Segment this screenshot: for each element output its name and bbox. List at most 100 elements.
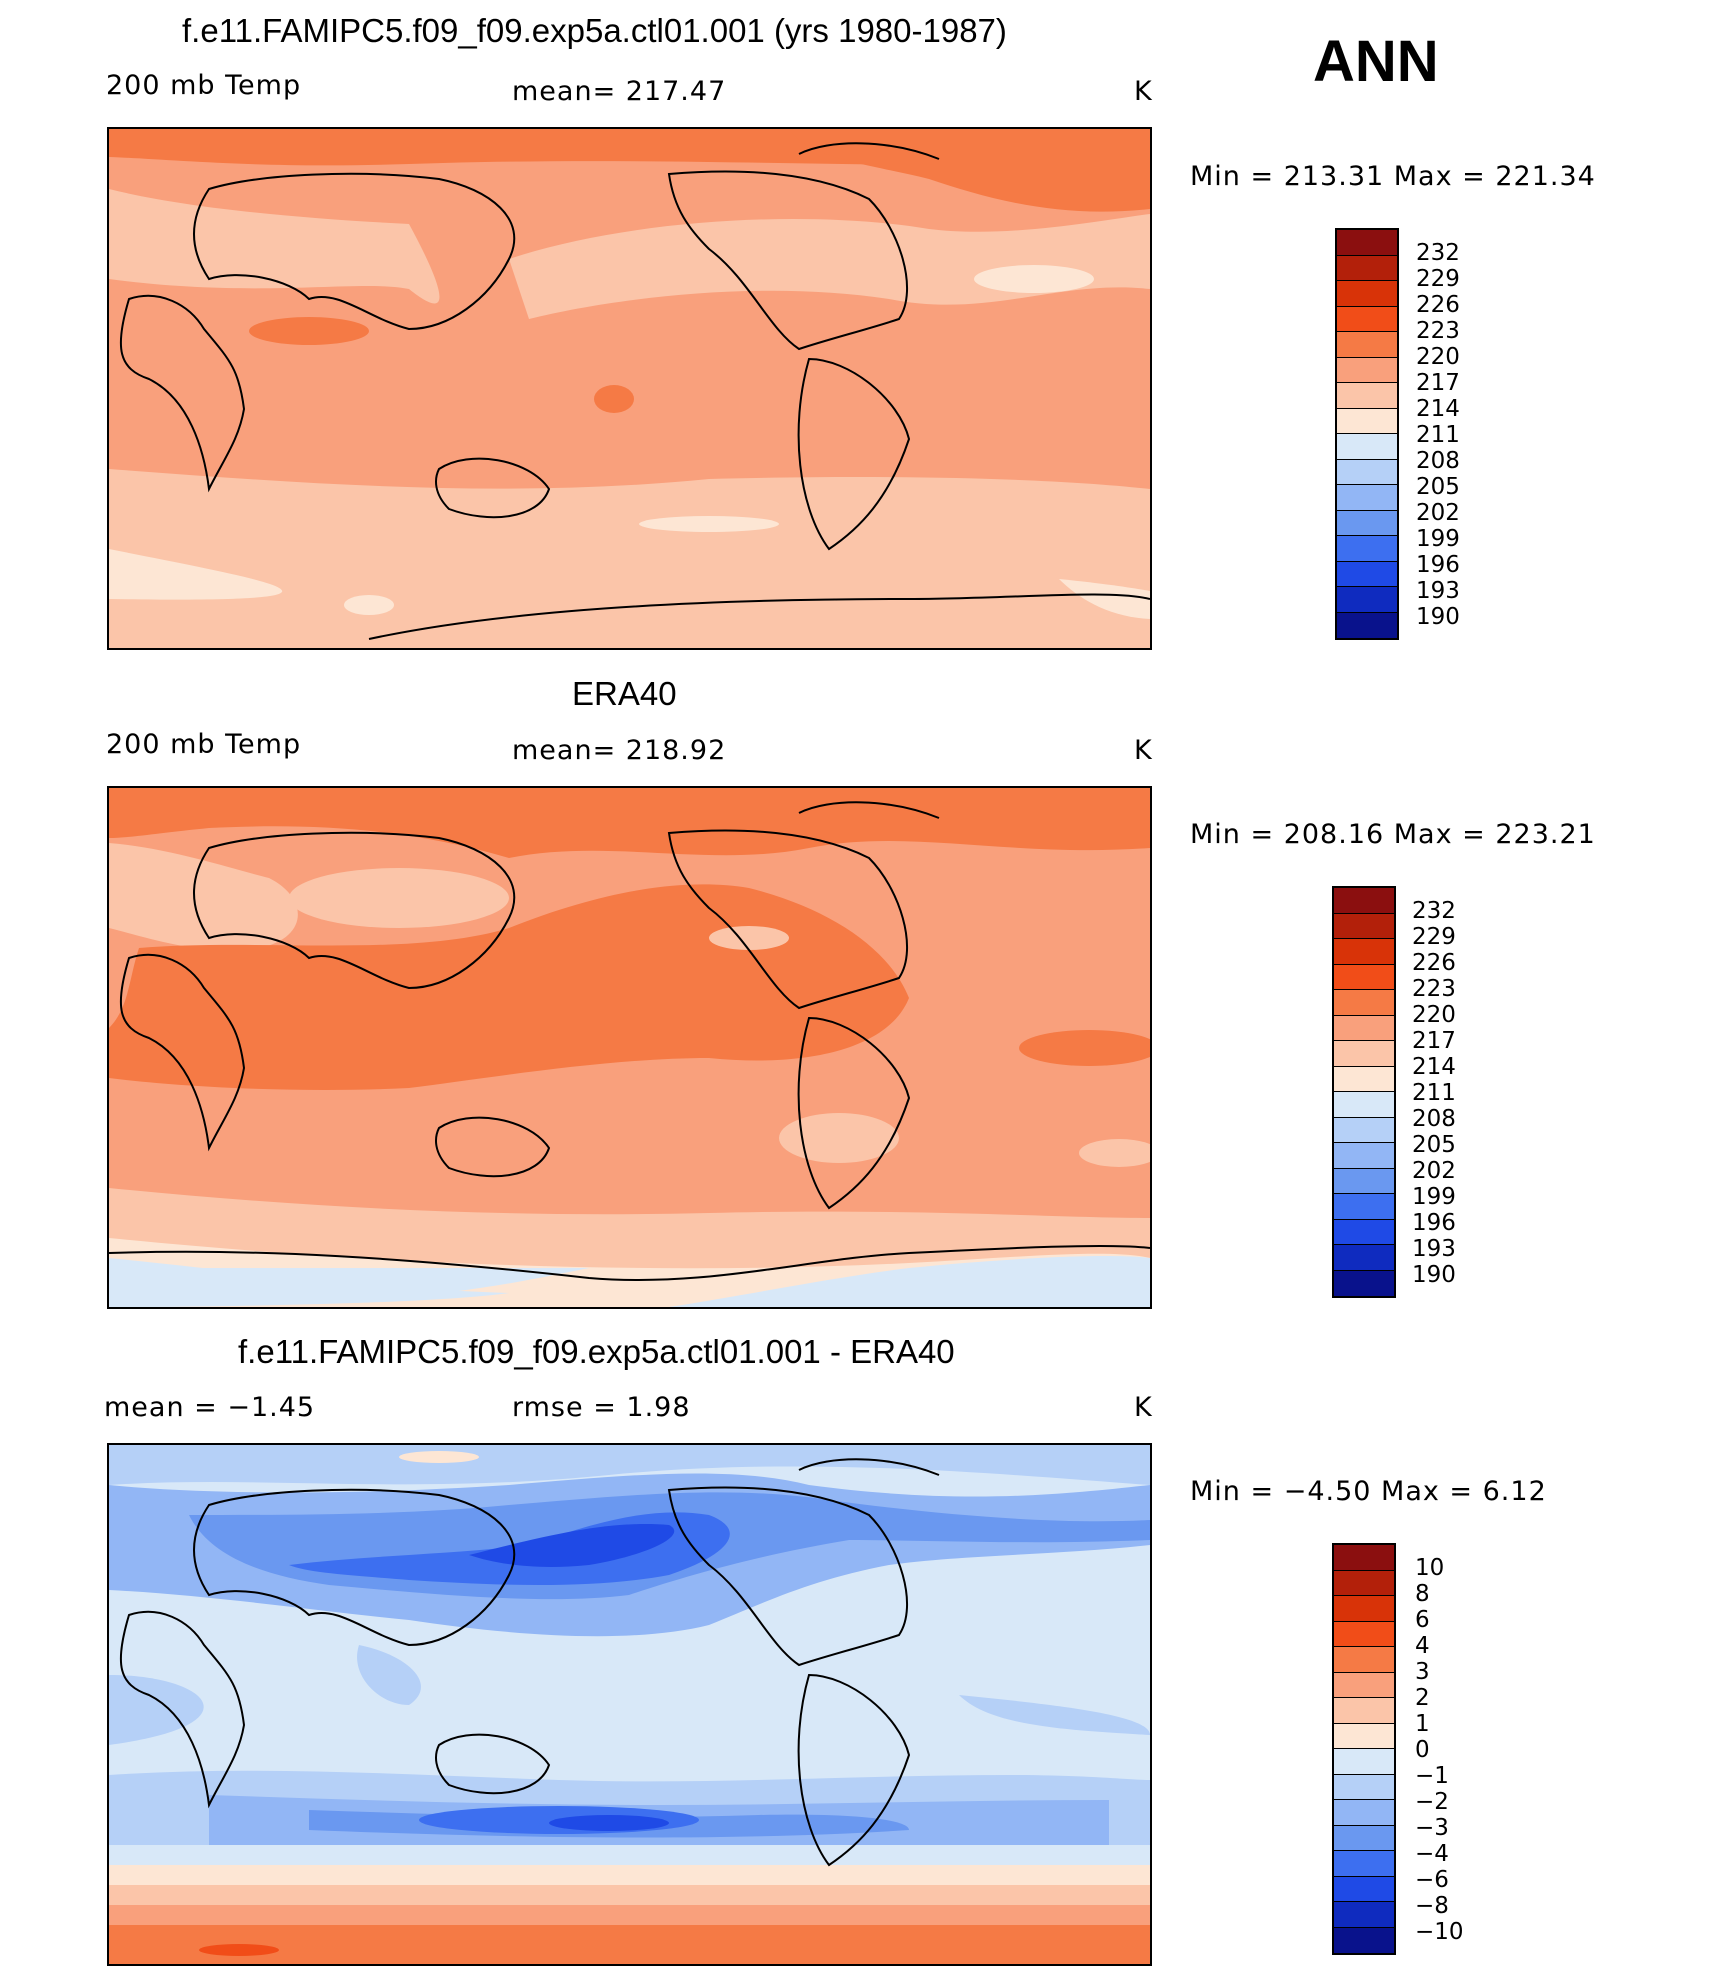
colorbar-swatch (1334, 1194, 1394, 1220)
colorbar-swatch (1337, 230, 1397, 256)
panel-3-title: f.e11.FAMIPC5.f09_f09.exp5a.ctl01.001 - … (238, 1333, 955, 1370)
panel-3-tick: 6 (1415, 1607, 1430, 1633)
colorbar-swatch (1334, 1825, 1394, 1851)
panel-3-tick: 1 (1415, 1711, 1430, 1737)
colorbar-swatch (1337, 332, 1397, 358)
colorbar-swatch (1334, 1621, 1394, 1647)
panel-3-units: K (1134, 1392, 1153, 1423)
colorbar-swatch (1337, 281, 1397, 307)
panel-1-tick: 229 (1416, 266, 1460, 292)
panel-1-left-label: 200 mb Temp (106, 70, 302, 101)
colorbar-swatch (1337, 459, 1397, 485)
panel-1-colorbar (1335, 228, 1399, 640)
panel-1-tick: 199 (1416, 526, 1460, 552)
panel-2-tick: 205 (1412, 1132, 1456, 1158)
colorbar-swatch (1337, 485, 1397, 511)
panel-2-tick: 232 (1412, 898, 1456, 924)
colorbar-swatch (1334, 1851, 1394, 1877)
panel-2-tick: 196 (1412, 1210, 1456, 1236)
panel-2-tick: 226 (1412, 950, 1456, 976)
panel-1-map (107, 127, 1152, 650)
panel-1-tick: 217 (1416, 370, 1460, 396)
colorbar-swatch (1334, 1723, 1394, 1749)
colorbar-swatch (1334, 1143, 1394, 1169)
colorbar-swatch (1334, 1902, 1394, 1928)
panel-2-stats: Min = 208.16 Max = 223.21 (1190, 819, 1596, 850)
panel-2-tick: 214 (1412, 1054, 1456, 1080)
panel-3-tick: −8 (1415, 1893, 1449, 1919)
panel-3-map (107, 1443, 1152, 1966)
panel-3-colorbar (1332, 1543, 1396, 1955)
panel-1-tick: 208 (1416, 448, 1460, 474)
panel-1-stats: Min = 213.31 Max = 221.34 (1190, 161, 1596, 192)
panel-3-tick: 3 (1415, 1659, 1430, 1685)
panel-3-tick: 10 (1415, 1555, 1445, 1581)
panel-1-tick: 214 (1416, 396, 1460, 422)
panel-2-tick: 208 (1412, 1106, 1456, 1132)
colorbar-swatch (1334, 1015, 1394, 1041)
panel-2-units: K (1134, 735, 1153, 766)
panel-2-mean-label: mean= 218.92 (512, 735, 727, 766)
panel-2-tick: 217 (1412, 1028, 1456, 1054)
colorbar-swatch (1334, 1219, 1394, 1245)
panel-2-tick: 211 (1412, 1080, 1456, 1106)
panel-2-tick: 202 (1412, 1158, 1456, 1184)
panel-2-tick: 199 (1412, 1184, 1456, 1210)
colorbar-swatch (1334, 913, 1394, 939)
colorbar-swatch (1334, 1698, 1394, 1724)
colorbar-swatch (1337, 434, 1397, 460)
panel-2-map (107, 786, 1152, 1309)
panel-1-tick: 196 (1416, 552, 1460, 578)
colorbar-swatch (1334, 1774, 1394, 1800)
panel-1-tick: 211 (1416, 422, 1460, 448)
colorbar-swatch (1334, 1168, 1394, 1194)
panel-2-left-label: 200 mb Temp (106, 729, 302, 760)
panel-3-contours (109, 1445, 1150, 1964)
colorbar-swatch (1334, 1749, 1394, 1775)
colorbar-swatch (1337, 408, 1397, 434)
panel-1-tick: 226 (1416, 292, 1460, 318)
panel-2-tick: 193 (1412, 1236, 1456, 1262)
panel-3-mean-label: mean = −1.45 (104, 1392, 316, 1423)
colorbar-swatch (1334, 990, 1394, 1016)
panel-3-tick: 4 (1415, 1633, 1430, 1659)
panel-3-tick: −1 (1415, 1763, 1449, 1789)
panel-1-tick: 220 (1416, 344, 1460, 370)
panel-1-tick: 223 (1416, 318, 1460, 344)
colorbar-swatch (1334, 1800, 1394, 1826)
colorbar-swatch (1334, 1092, 1394, 1118)
panel-1-contours (109, 129, 1150, 648)
panel-2-tick: 223 (1412, 976, 1456, 1002)
colorbar-swatch (1334, 1066, 1394, 1092)
colorbar-swatch (1334, 1570, 1394, 1596)
colorbar-swatch (1334, 1270, 1394, 1296)
colorbar-swatch (1334, 1876, 1394, 1902)
colorbar-swatch (1334, 1041, 1394, 1067)
panel-3-tick: −6 (1415, 1867, 1449, 1893)
panel-3-stats: Min = −4.50 Max = 6.12 (1190, 1476, 1547, 1507)
panel-3-tick: 0 (1415, 1737, 1430, 1763)
colorbar-swatch (1337, 561, 1397, 587)
panel-1-tick: 205 (1416, 474, 1460, 500)
panel-3-tick: 8 (1415, 1581, 1430, 1607)
colorbar-swatch (1337, 510, 1397, 536)
colorbar-swatch (1334, 1647, 1394, 1673)
season-label: ANN (1313, 29, 1439, 94)
colorbar-swatch (1334, 1596, 1394, 1622)
panel-2-tick: 190 (1412, 1262, 1456, 1288)
colorbar-swatch (1337, 357, 1397, 383)
panel-2-colorbar (1332, 886, 1396, 1298)
colorbar-swatch (1334, 1117, 1394, 1143)
panel-3-tick: −3 (1415, 1815, 1449, 1841)
panel-3-tick: −4 (1415, 1841, 1449, 1867)
panel-3-tick: 2 (1415, 1685, 1430, 1711)
panel-1-tick: 190 (1416, 604, 1460, 630)
colorbar-swatch (1337, 255, 1397, 281)
colorbar-swatch (1337, 383, 1397, 409)
panel-3-tick: −2 (1415, 1789, 1449, 1815)
colorbar-swatch (1334, 964, 1394, 990)
colorbar-swatch (1337, 587, 1397, 613)
colorbar-swatch (1334, 888, 1394, 914)
panel-1-tick: 193 (1416, 578, 1460, 604)
colorbar-swatch (1334, 939, 1394, 965)
